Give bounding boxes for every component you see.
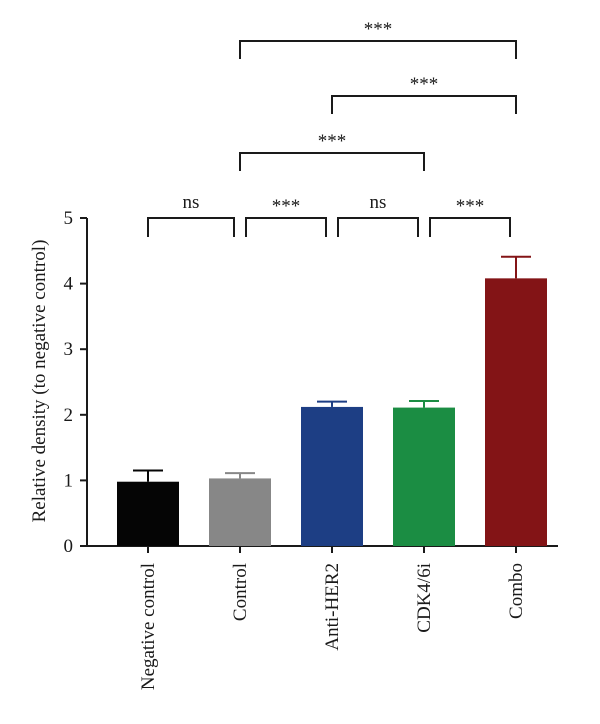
significance-label: ***	[318, 131, 347, 152]
y-tick-label: 2	[64, 405, 74, 426]
x-tick-label: Anti-HER2	[322, 563, 343, 651]
significance-label: ***	[410, 74, 439, 95]
significance-label: ***	[272, 196, 301, 217]
y-tick-label: 4	[64, 274, 74, 295]
x-tick-label: Control	[230, 563, 251, 621]
significance-brackets: ns *** ns *** *** *** ***	[147, 19, 517, 237]
y-tick-label: 3	[64, 339, 74, 360]
bar	[301, 406, 363, 546]
significance-bracket	[429, 217, 511, 237]
y-axis-title: Relative density (to negative control)	[29, 240, 50, 523]
bar	[209, 478, 271, 546]
y-tick-label: 5	[64, 208, 74, 229]
y-axis: 0 1 2 3 4 5	[64, 208, 88, 557]
significance-bracket	[239, 152, 425, 171]
significance-label: ns	[370, 192, 387, 213]
significance-bracket	[245, 217, 327, 237]
significance-bracket	[239, 40, 517, 59]
significance-bracket	[337, 217, 419, 237]
x-axis: Negative control Control Anti-HER2 CDK4/6i C…	[87, 545, 558, 690]
error-bars	[133, 255, 531, 482]
bar	[485, 278, 547, 546]
bars	[117, 278, 547, 546]
x-tick-label: Combo	[506, 563, 527, 619]
bar	[393, 407, 455, 546]
y-tick-label: 1	[64, 470, 74, 491]
significance-label: ***	[364, 19, 393, 40]
x-tick-label: Negative control	[138, 563, 159, 690]
significance-label: ***	[456, 196, 485, 217]
x-tick-label: CDK4/6i	[414, 563, 435, 633]
bar	[117, 481, 179, 546]
y-tick-label: 0	[64, 536, 74, 557]
significance-label: ns	[183, 192, 200, 213]
significance-bracket	[147, 217, 235, 237]
significance-bracket	[331, 95, 517, 114]
